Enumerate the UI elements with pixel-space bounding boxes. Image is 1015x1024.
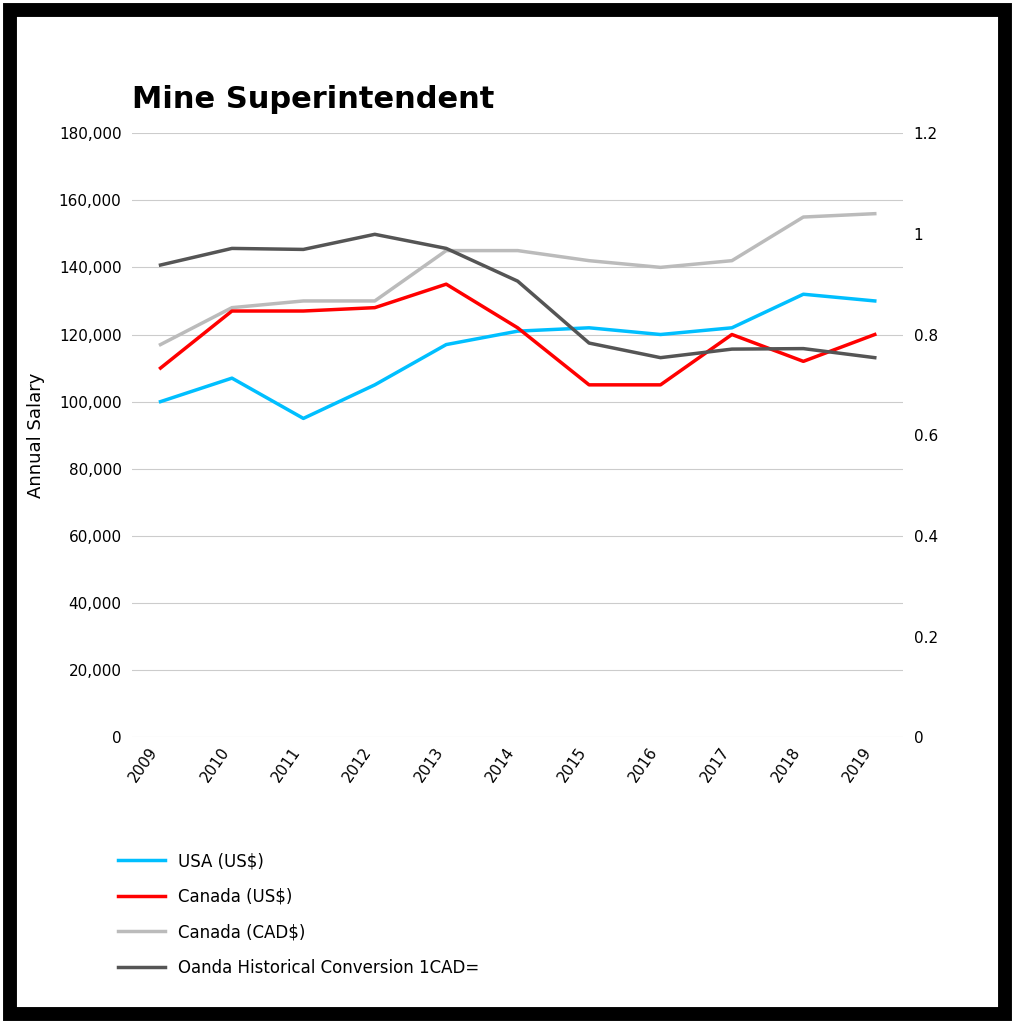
Text: Mine Superintendent: Mine Superintendent	[132, 85, 494, 114]
Legend: USA (US$), Canada (US$), Canada (CAD$), Oanda Historical Conversion 1CAD=: USA (US$), Canada (US$), Canada (CAD$), …	[110, 844, 488, 985]
Y-axis label: Annual Salary: Annual Salary	[26, 373, 45, 498]
